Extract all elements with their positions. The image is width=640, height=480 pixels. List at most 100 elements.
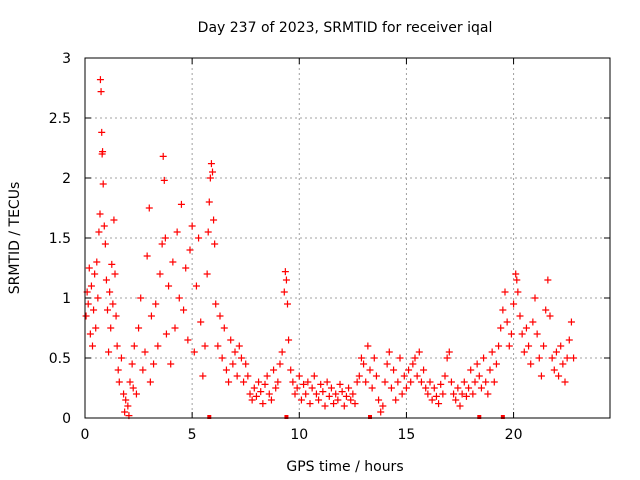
data-point bbox=[409, 360, 417, 368]
data-point bbox=[467, 366, 475, 374]
data-point bbox=[184, 336, 192, 344]
data-point bbox=[407, 378, 415, 386]
data-point bbox=[108, 260, 116, 268]
axis-mark bbox=[477, 415, 482, 419]
x-axis-label: GPS time / hours bbox=[286, 459, 403, 475]
data-point bbox=[203, 270, 211, 278]
data-point bbox=[370, 354, 378, 362]
y-tick-label: 3 bbox=[62, 51, 71, 67]
data-point bbox=[95, 228, 103, 236]
data-point bbox=[557, 342, 565, 350]
data-point bbox=[513, 276, 521, 284]
data-point bbox=[110, 216, 118, 224]
data-point bbox=[565, 336, 573, 344]
data-point bbox=[96, 76, 104, 84]
data-point bbox=[340, 402, 348, 410]
data-point bbox=[486, 366, 494, 374]
data-point bbox=[411, 354, 419, 362]
data-point bbox=[396, 354, 404, 362]
data-point bbox=[90, 306, 98, 314]
data-point bbox=[128, 360, 136, 368]
data-point bbox=[349, 390, 357, 398]
data-point bbox=[529, 318, 537, 326]
data-point bbox=[366, 366, 374, 374]
data-point bbox=[111, 270, 119, 278]
data-point bbox=[540, 342, 548, 350]
data-point bbox=[175, 294, 183, 302]
data-point bbox=[484, 390, 492, 398]
axis-mark bbox=[500, 415, 505, 419]
data-point bbox=[199, 372, 207, 380]
data-point bbox=[126, 378, 134, 386]
data-point bbox=[152, 300, 160, 308]
data-point bbox=[204, 228, 212, 236]
data-point bbox=[89, 342, 96, 350]
x-tick-label: 20 bbox=[505, 427, 523, 443]
data-point bbox=[141, 348, 149, 356]
data-point bbox=[394, 378, 402, 386]
data-point bbox=[492, 360, 500, 368]
data-point bbox=[379, 402, 387, 410]
data-point bbox=[235, 342, 243, 350]
data-point bbox=[362, 378, 370, 386]
data-point bbox=[214, 342, 222, 350]
data-point bbox=[192, 282, 200, 290]
data-point bbox=[533, 330, 541, 338]
data-point bbox=[520, 348, 528, 356]
data-point bbox=[357, 354, 365, 362]
data-point bbox=[231, 348, 239, 356]
data-point bbox=[559, 360, 567, 368]
data-point bbox=[158, 240, 166, 248]
data-point bbox=[563, 354, 571, 362]
data-point bbox=[555, 372, 563, 380]
data-point bbox=[233, 372, 241, 380]
data-point bbox=[475, 372, 483, 380]
data-point bbox=[377, 408, 385, 416]
chart-title: Day 237 of 2023, SRMTID for receiver iqa… bbox=[198, 20, 493, 36]
data-point bbox=[293, 384, 301, 392]
data-point bbox=[229, 360, 237, 368]
data-point bbox=[129, 384, 137, 392]
data-point bbox=[167, 360, 175, 368]
data-point bbox=[188, 222, 196, 230]
y-tick-label: 0 bbox=[62, 411, 71, 427]
y-axis-label: SRMTID / TECUs bbox=[7, 182, 23, 295]
data-point bbox=[300, 380, 308, 388]
data-point bbox=[161, 234, 169, 242]
data-point bbox=[420, 366, 428, 374]
data-point bbox=[257, 388, 265, 396]
data-point bbox=[145, 204, 153, 212]
data-point bbox=[342, 392, 350, 400]
data-point bbox=[209, 168, 216, 176]
data-point bbox=[159, 152, 167, 160]
data-point bbox=[469, 390, 477, 398]
data-point bbox=[319, 388, 327, 396]
x-tick-label: 5 bbox=[188, 427, 197, 443]
data-point bbox=[109, 300, 117, 308]
data-point bbox=[246, 390, 254, 398]
data-point bbox=[516, 312, 524, 320]
data-point bbox=[255, 378, 263, 386]
data-point bbox=[347, 396, 355, 404]
data-point bbox=[465, 384, 473, 392]
data-point bbox=[272, 384, 280, 392]
data-point bbox=[454, 384, 462, 392]
data-point bbox=[480, 354, 488, 362]
data-point bbox=[336, 380, 344, 388]
y-tick-label: 2.5 bbox=[49, 111, 71, 127]
data-point bbox=[450, 390, 458, 398]
data-point bbox=[248, 396, 256, 404]
data-point bbox=[282, 276, 290, 284]
x-tick-label: 15 bbox=[398, 427, 416, 443]
data-point bbox=[182, 264, 190, 272]
data-point bbox=[113, 342, 121, 350]
data-point bbox=[102, 276, 110, 284]
data-point bbox=[107, 324, 115, 332]
data-point bbox=[505, 342, 513, 350]
data-point bbox=[154, 342, 162, 350]
data-point bbox=[289, 378, 297, 386]
data-point bbox=[263, 372, 271, 380]
data-point bbox=[413, 372, 421, 380]
data-point bbox=[91, 270, 99, 278]
data-point bbox=[400, 372, 408, 380]
